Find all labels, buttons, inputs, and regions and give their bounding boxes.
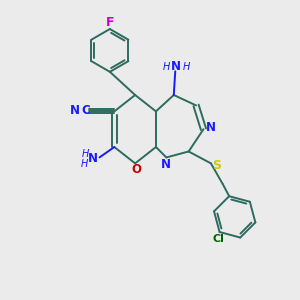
Text: H: H	[183, 62, 190, 72]
Text: N: N	[171, 60, 181, 73]
Text: C: C	[81, 104, 90, 117]
Text: O: O	[132, 164, 142, 176]
Text: H: H	[82, 148, 89, 159]
Text: N: N	[70, 104, 80, 117]
Text: H: H	[163, 62, 170, 72]
Text: H: H	[80, 159, 88, 169]
Text: N: N	[206, 121, 216, 134]
Text: Cl: Cl	[212, 233, 224, 244]
Text: S: S	[212, 159, 221, 172]
Text: F: F	[106, 16, 114, 29]
Text: N: N	[161, 158, 171, 171]
Text: N: N	[88, 152, 98, 165]
